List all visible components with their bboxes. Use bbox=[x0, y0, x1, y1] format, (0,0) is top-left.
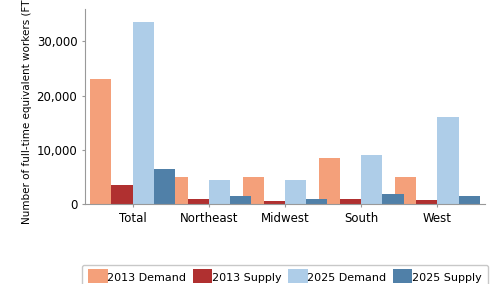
Bar bbox=[395, 177, 416, 204]
Bar bbox=[154, 169, 175, 204]
Bar bbox=[166, 177, 188, 204]
Bar bbox=[438, 117, 458, 204]
Bar bbox=[242, 177, 264, 204]
Legend: 2013 Demand, 2013 Supply, 2025 Demand, 2025 Supply: 2013 Demand, 2013 Supply, 2025 Demand, 2… bbox=[82, 265, 488, 284]
Bar bbox=[209, 180, 230, 204]
Bar bbox=[306, 199, 328, 204]
Bar bbox=[382, 194, 404, 204]
Bar bbox=[188, 199, 209, 204]
Bar bbox=[90, 79, 112, 204]
Bar bbox=[285, 180, 306, 204]
Bar bbox=[112, 185, 132, 204]
Bar bbox=[416, 200, 438, 204]
Bar bbox=[264, 201, 285, 204]
Bar bbox=[340, 199, 361, 204]
Bar bbox=[230, 196, 251, 204]
Bar bbox=[132, 22, 154, 204]
Bar bbox=[319, 158, 340, 204]
Y-axis label: Number of full-time equivalent workers (FTE): Number of full-time equivalent workers (… bbox=[22, 0, 32, 224]
Bar bbox=[361, 155, 382, 204]
Bar bbox=[458, 196, 479, 204]
